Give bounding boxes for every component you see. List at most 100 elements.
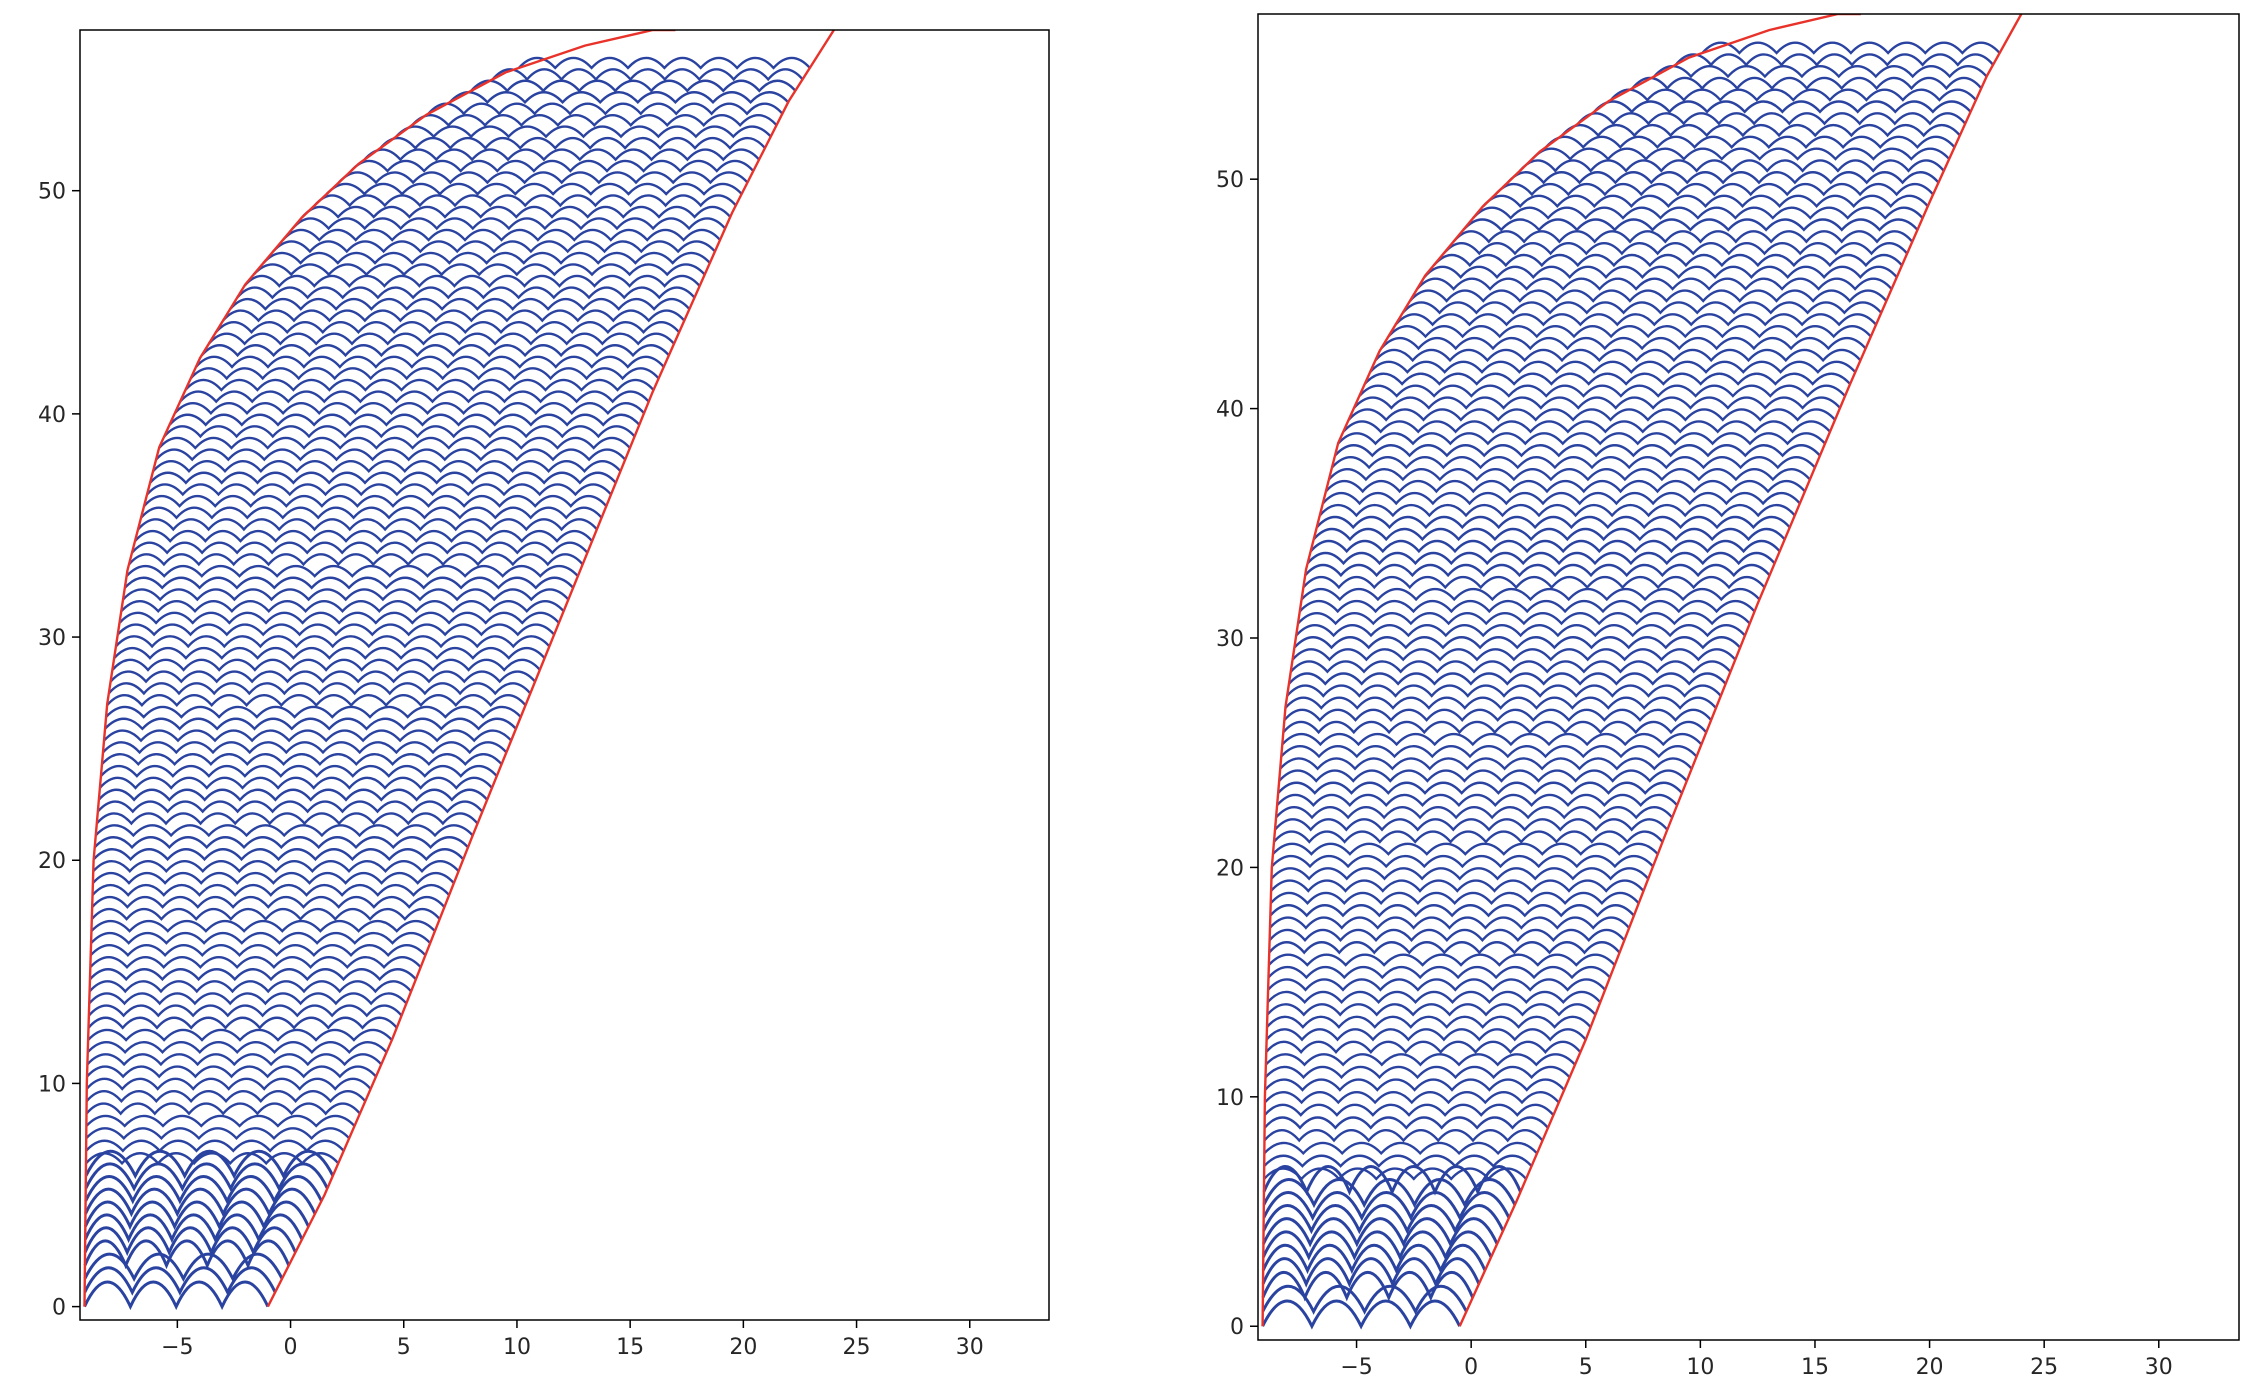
- wave-arc: [103, 729, 513, 743]
- wave-arc: [313, 194, 737, 208]
- wave-arc: [1283, 708, 1713, 722]
- wave-arc: [87, 1004, 403, 1018]
- wave-arc: [1262, 1217, 1499, 1248]
- wave-arc: [1289, 660, 1732, 674]
- wave-arc: [1266, 1003, 1597, 1017]
- wave-arc: [111, 658, 541, 672]
- axes-frame: [79, 29, 1050, 1321]
- wave-arc: [85, 1102, 361, 1116]
- wave-arc: [86, 1053, 383, 1067]
- y-tick-label: 50: [1216, 168, 1244, 193]
- wave-arc: [101, 752, 503, 766]
- wave-arc: [517, 56, 811, 70]
- wave-arc: [200, 344, 670, 358]
- x-tick-label: −5: [161, 1335, 193, 1360]
- wave-arc: [1275, 805, 1674, 820]
- x-tick-label: 30: [956, 1335, 984, 1360]
- wave-arc: [1277, 781, 1683, 795]
- wave-arc: [1262, 1190, 1511, 1222]
- wave-arc: [1322, 491, 1801, 506]
- wave-arc: [134, 529, 594, 543]
- wave-arc: [189, 367, 660, 381]
- wave-arc: [83, 1239, 291, 1270]
- wave-arc: [291, 217, 727, 231]
- wave-arc: [491, 68, 804, 82]
- y-tick-label: 0: [1230, 1315, 1244, 1340]
- wave-arc: [1280, 745, 1698, 759]
- wave-arc: [1472, 206, 1924, 220]
- wave-arc: [1394, 313, 1877, 327]
- wave-arc: [115, 635, 551, 649]
- wave-arc: [1331, 456, 1816, 470]
- wave-arc: [107, 682, 532, 696]
- wave-arc: [1353, 396, 1841, 410]
- axes-frame: [1257, 13, 2240, 1341]
- wave-arc: [1261, 1243, 1487, 1275]
- wave-arc: [1270, 867, 1650, 881]
- wave-arc: [1264, 1065, 1571, 1080]
- wave-arc: [86, 1065, 377, 1079]
- wave-arc: [222, 309, 686, 323]
- wave-arc: [99, 776, 493, 790]
- wave-arc: [118, 611, 560, 625]
- wave-arc: [1278, 769, 1688, 783]
- wave-arc: [83, 1213, 304, 1244]
- wave-arc: [84, 1187, 317, 1218]
- wave-arc: [1482, 194, 1929, 208]
- wave-arc: [1631, 76, 1983, 91]
- wave-arc: [85, 1114, 356, 1128]
- wave-arc: [1270, 879, 1645, 893]
- wave-arc: [1274, 818, 1669, 832]
- wave-arc: [1295, 624, 1746, 638]
- wave-arc: [470, 79, 797, 93]
- left-boundary-line: [83, 30, 676, 1307]
- wave-arc: [93, 836, 469, 850]
- wave-arc: [100, 764, 498, 778]
- y-tick-label: 10: [1216, 1086, 1244, 1111]
- wave-arc: [1545, 135, 1956, 149]
- wave-arc: [90, 931, 432, 945]
- wave-arc: [395, 125, 772, 139]
- wave-arc: [272, 240, 716, 254]
- wave-arc: [1369, 360, 1857, 374]
- wave-arc: [1269, 904, 1635, 918]
- wave-arc: [1262, 1177, 1517, 1209]
- right-panel: −5 0 5 10 15 20 25 30 0 10 20 30 40 50: [1216, 13, 2240, 1380]
- wave-arc: [1261, 1284, 1468, 1315]
- wave-arc: [84, 1174, 323, 1205]
- wave-arc: [97, 788, 489, 802]
- wave-arc: [92, 848, 465, 862]
- x-tick-label: 15: [1801, 1355, 1829, 1380]
- y-tick-label: 40: [1216, 398, 1244, 423]
- x-tick-label: 25: [2030, 1355, 2058, 1380]
- wave-arc: [1281, 732, 1703, 747]
- wave-arc: [1531, 147, 1951, 161]
- wave-arc: [363, 148, 760, 162]
- wave-arc: [120, 599, 565, 613]
- plot-marks: [1261, 14, 2023, 1330]
- x-tick-label: 15: [616, 1335, 644, 1360]
- wave-arc: [128, 553, 584, 567]
- wave-arc: [163, 425, 636, 439]
- wave-arc: [149, 471, 617, 485]
- wave-arc: [1347, 408, 1836, 422]
- wave-arc: [1293, 636, 1741, 650]
- x-tick-label: 10: [1686, 1355, 1714, 1380]
- wave-arc: [1653, 65, 1988, 79]
- wave-arc: [122, 588, 570, 602]
- wave-arc: [113, 646, 546, 660]
- wave-arc: [379, 136, 766, 150]
- wave-arc: [1263, 1141, 1538, 1156]
- wave-arc: [83, 1226, 297, 1257]
- wave-arc: [1315, 515, 1791, 530]
- x-tick-label: 10: [503, 1335, 531, 1360]
- wave-arc: [1263, 1116, 1549, 1130]
- y-tick-label: 20: [1216, 856, 1244, 881]
- wave-arc: [89, 943, 427, 957]
- wave-arc: [89, 955, 422, 969]
- wave-arc: [1279, 757, 1693, 771]
- wave-arc: [1267, 978, 1606, 992]
- y-tick-label: 20: [38, 849, 66, 874]
- wave-arc: [85, 1077, 372, 1091]
- wave-arc: [140, 506, 603, 520]
